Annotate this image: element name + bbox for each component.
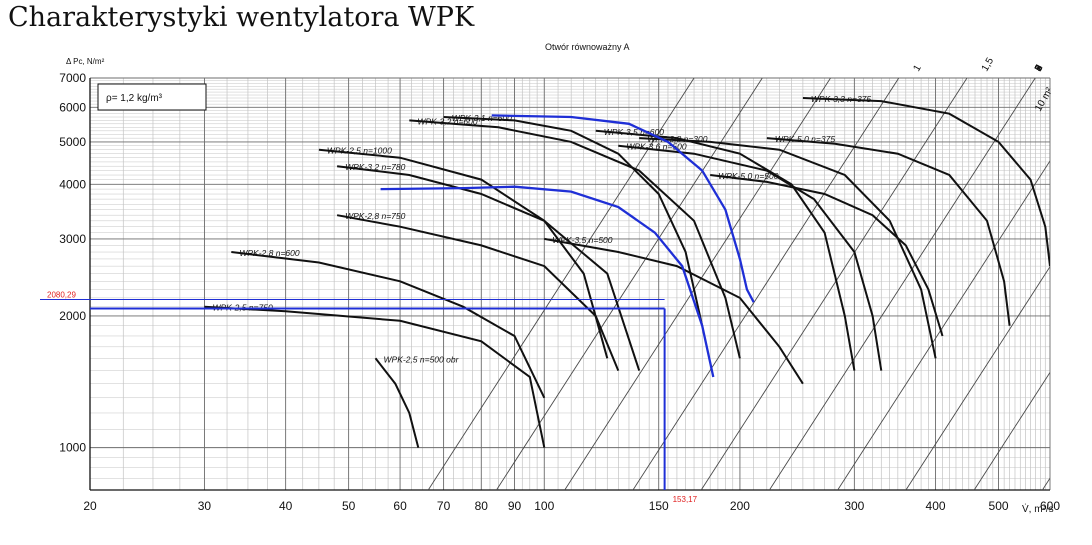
orifice-axis-label: Otwór równoważny A [545, 42, 630, 52]
fan-curve-label: WPK-5,0 n=375 [775, 134, 836, 144]
fan-curve [618, 144, 883, 371]
x-tick-label: 100 [534, 499, 554, 513]
x-tick-label: 30 [198, 499, 212, 513]
fan-curve [336, 165, 641, 371]
orifice-label: 1,5 [980, 56, 997, 74]
fan-curve-label: WPK-3,5 n=600 [604, 127, 665, 137]
orifice-label: 9 [1033, 63, 1046, 74]
orifice-label: 7 [1033, 63, 1046, 74]
x-axis-title: V̇, m³/s [1022, 502, 1054, 515]
x-tick-label: 150 [649, 499, 669, 513]
y-tick-label: 4000 [59, 177, 86, 191]
fan-curve-label: WPK-3,3 n=375 [811, 94, 872, 104]
operating-point-y-label: 2080,29 [47, 290, 76, 299]
operating-point-x-label: 153,17 [673, 495, 698, 504]
fan-curve [336, 214, 620, 371]
fan-curve-label: WPK-3,6 n=500 [626, 142, 687, 152]
fan-curve-label: WPK-2,8 n=750 [345, 211, 406, 221]
fan-curve [595, 129, 856, 371]
x-tick-label: 80 [475, 499, 489, 513]
x-tick-label: 300 [844, 499, 864, 513]
fan-curve-label: WPK-5,0 n=500 [718, 171, 779, 181]
orifice-line [769, 78, 1036, 490]
y-tick-label: 2000 [59, 309, 86, 323]
fan-curve-label: WPK-3,8 n=300 [647, 134, 708, 144]
orifice-line [427, 78, 695, 490]
fan-curve [409, 119, 741, 359]
orifice-line [973, 371, 1050, 490]
fan-curve [374, 357, 420, 448]
orifice-label: 3 [1033, 63, 1046, 74]
orifice-line [700, 78, 968, 490]
x-tick-label: 200 [730, 499, 750, 513]
fan-curve [710, 174, 944, 337]
fan-curve-label: WPK-3,2 n=780 [345, 162, 406, 172]
orifice-line [905, 265, 1050, 490]
x-tick-label: 400 [926, 499, 946, 513]
x-tick-label: 40 [279, 499, 293, 513]
y-tick-label: 5000 [59, 135, 86, 149]
fan-curve-label: WPK-2,8 n=600 [239, 248, 300, 258]
orifice-label: 4 [1033, 63, 1046, 74]
orifice-label: 1 [911, 63, 924, 74]
y-tick-label: 7000 [59, 71, 86, 85]
page-title: Charakterystyki wentylatora WPK [8, 2, 475, 33]
orifice-line [837, 160, 1050, 490]
fan-curve-label: WPK-2,5 n=1000 [327, 146, 392, 156]
x-tick-label: 50 [342, 499, 356, 513]
orifice-label: 2 [1033, 63, 1046, 74]
highlighted-curve [380, 185, 715, 378]
fan-curve [639, 137, 937, 359]
fan-curve-label: WPK-3,2 n=600 [417, 116, 478, 126]
x-tick-label: 500 [989, 499, 1009, 513]
y-tick-label: 6000 [59, 100, 86, 114]
x-tick-label: 600 [1040, 499, 1060, 513]
density-legend-box [97, 83, 207, 111]
fan-curve [204, 305, 546, 448]
y-axis-title: Δ Pc, N/m² [66, 57, 105, 66]
fan-curve [443, 116, 704, 326]
x-tick-label: 60 [393, 499, 407, 513]
y-tick-label: 1000 [59, 441, 86, 455]
x-tick-label: 70 [437, 499, 451, 513]
fan-curve [544, 237, 804, 385]
fan-curve-label: WPK-3,1 n=600 [452, 113, 513, 123]
fan-curve-label: WPK-2,5 n=500 obr [384, 354, 460, 364]
orifice-label: 10 m² [1033, 85, 1056, 113]
orifice-label: 8 [1033, 63, 1046, 74]
orifice-line [496, 78, 763, 490]
orifice-label: 6 [1033, 63, 1046, 74]
fan-curve [766, 137, 1011, 326]
x-tick-label: 20 [83, 499, 97, 513]
fan-curve [318, 148, 609, 359]
fan-curve [802, 97, 1050, 267]
orifice-label: 5 [1033, 63, 1046, 74]
x-tick-label: 90 [508, 499, 522, 513]
highlighted-curve [491, 114, 755, 303]
y-tick-label: 3000 [59, 232, 86, 246]
density-label: ρ= 1,2 kg/m³ [106, 93, 163, 104]
fan-curve [231, 251, 546, 399]
fan-curve-label: WPK-3,5 n=500 [552, 235, 613, 245]
orifice-line [564, 78, 831, 490]
